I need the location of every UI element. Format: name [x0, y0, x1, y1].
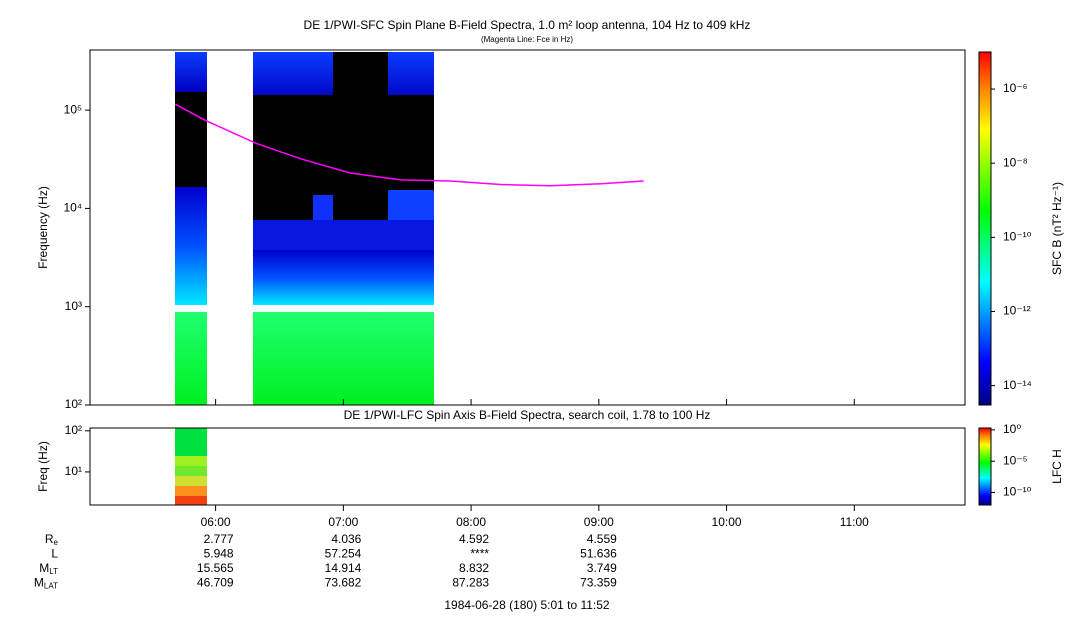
row-label: L	[51, 547, 58, 561]
ephemeris-value: 15.565	[197, 561, 234, 575]
row-label-text: L	[51, 547, 58, 561]
colorbar	[979, 428, 991, 505]
x-tick-label: 07:00	[328, 515, 358, 529]
row-label-sub: e	[54, 538, 59, 547]
ephemeris-value: 51.636	[580, 547, 617, 561]
row-label: MLT	[39, 561, 58, 576]
x-tick-label: 06:00	[201, 515, 231, 529]
ephemeris-value: 87.283	[452, 576, 489, 590]
ephemeris-value: ****	[470, 547, 489, 561]
colorbar-frame	[978, 51, 992, 406]
row-label: MLAT	[34, 576, 58, 591]
row-label: Re	[45, 532, 59, 547]
ephemeris-value: 73.682	[325, 576, 362, 590]
spectrogram-bottom	[175, 428, 207, 505]
ephemeris-value: 4.036	[331, 532, 361, 546]
y-axis-label: Freq (Hz)	[36, 441, 50, 492]
ephemeris-value: 4.592	[459, 532, 489, 546]
colorbar-tick-label: 10⁻¹²	[1003, 304, 1031, 318]
colorbar-tick-label: 10⁻¹⁴	[1003, 378, 1032, 392]
ephemeris-value: 46.709	[197, 576, 234, 590]
ephemeris-value: 3.749	[587, 561, 617, 575]
colorbar-tick-label: 10⁻⁶	[1003, 81, 1028, 95]
x-tick-label: 09:00	[584, 515, 614, 529]
ephemeris-value: 14.914	[325, 561, 362, 575]
colorbar-label: LFC H	[1050, 449, 1064, 484]
spectrogram-top	[175, 52, 434, 405]
x-tick-label: 11:00	[840, 515, 869, 529]
row-label-sub: LAT	[44, 582, 58, 591]
x-tick-label: 08:00	[456, 515, 486, 529]
plot-frame	[89, 49, 966, 406]
ephemeris-value: 73.359	[580, 576, 617, 590]
fce-line	[174, 103, 644, 187]
chart-title: DE 1/PWI-LFC Spin Axis B-Field Spectra, …	[344, 408, 711, 422]
x-tick-label: 10:00	[712, 515, 742, 529]
row-label-text: R	[45, 532, 54, 546]
colorbar-label: SFC B (nT² Hz⁻¹)	[1050, 182, 1064, 275]
row-label-sub: LT	[49, 567, 58, 576]
ephemeris-value: 2.777	[204, 532, 234, 546]
y-tick-label: 10⁵	[64, 102, 82, 116]
colorbar-tick-label: 10⁻¹⁰	[1003, 230, 1032, 244]
y-tick-label: 10²	[65, 423, 82, 437]
colorbar	[979, 52, 991, 405]
plot-frame	[89, 427, 966, 506]
colorbar-tick-label: 10⁻⁵	[1003, 453, 1028, 467]
colorbar-tick-label: 10⁻¹⁰	[1003, 485, 1032, 499]
colorbar-tick-label: 10⁰	[1003, 422, 1021, 436]
row-label-text: M	[39, 561, 49, 575]
colorbar-frame	[978, 427, 992, 506]
y-axis-label: Frequency (Hz)	[36, 186, 50, 269]
row-label-text: M	[34, 576, 44, 590]
ephemeris-value: 8.832	[459, 561, 489, 575]
ephemeris-value: 4.559	[587, 532, 617, 546]
chart-title: DE 1/PWI-SFC Spin Plane B-Field Spectra,…	[304, 18, 751, 32]
ephemeris-value: 5.948	[204, 547, 234, 561]
y-tick-label: 10¹	[65, 464, 82, 478]
footer: 1984-06-28 (180) 5:01 to 11:52	[444, 598, 610, 612]
y-tick-label: 10³	[65, 299, 82, 313]
y-tick-label: 10⁴	[63, 201, 82, 215]
y-tick-label: 10²	[65, 397, 82, 411]
chart-subtitle: (Magenta Line: Fce in Hz)	[481, 35, 573, 44]
ephemeris-value: 57.254	[325, 547, 362, 561]
colorbar-tick-label: 10⁻⁸	[1003, 155, 1028, 169]
